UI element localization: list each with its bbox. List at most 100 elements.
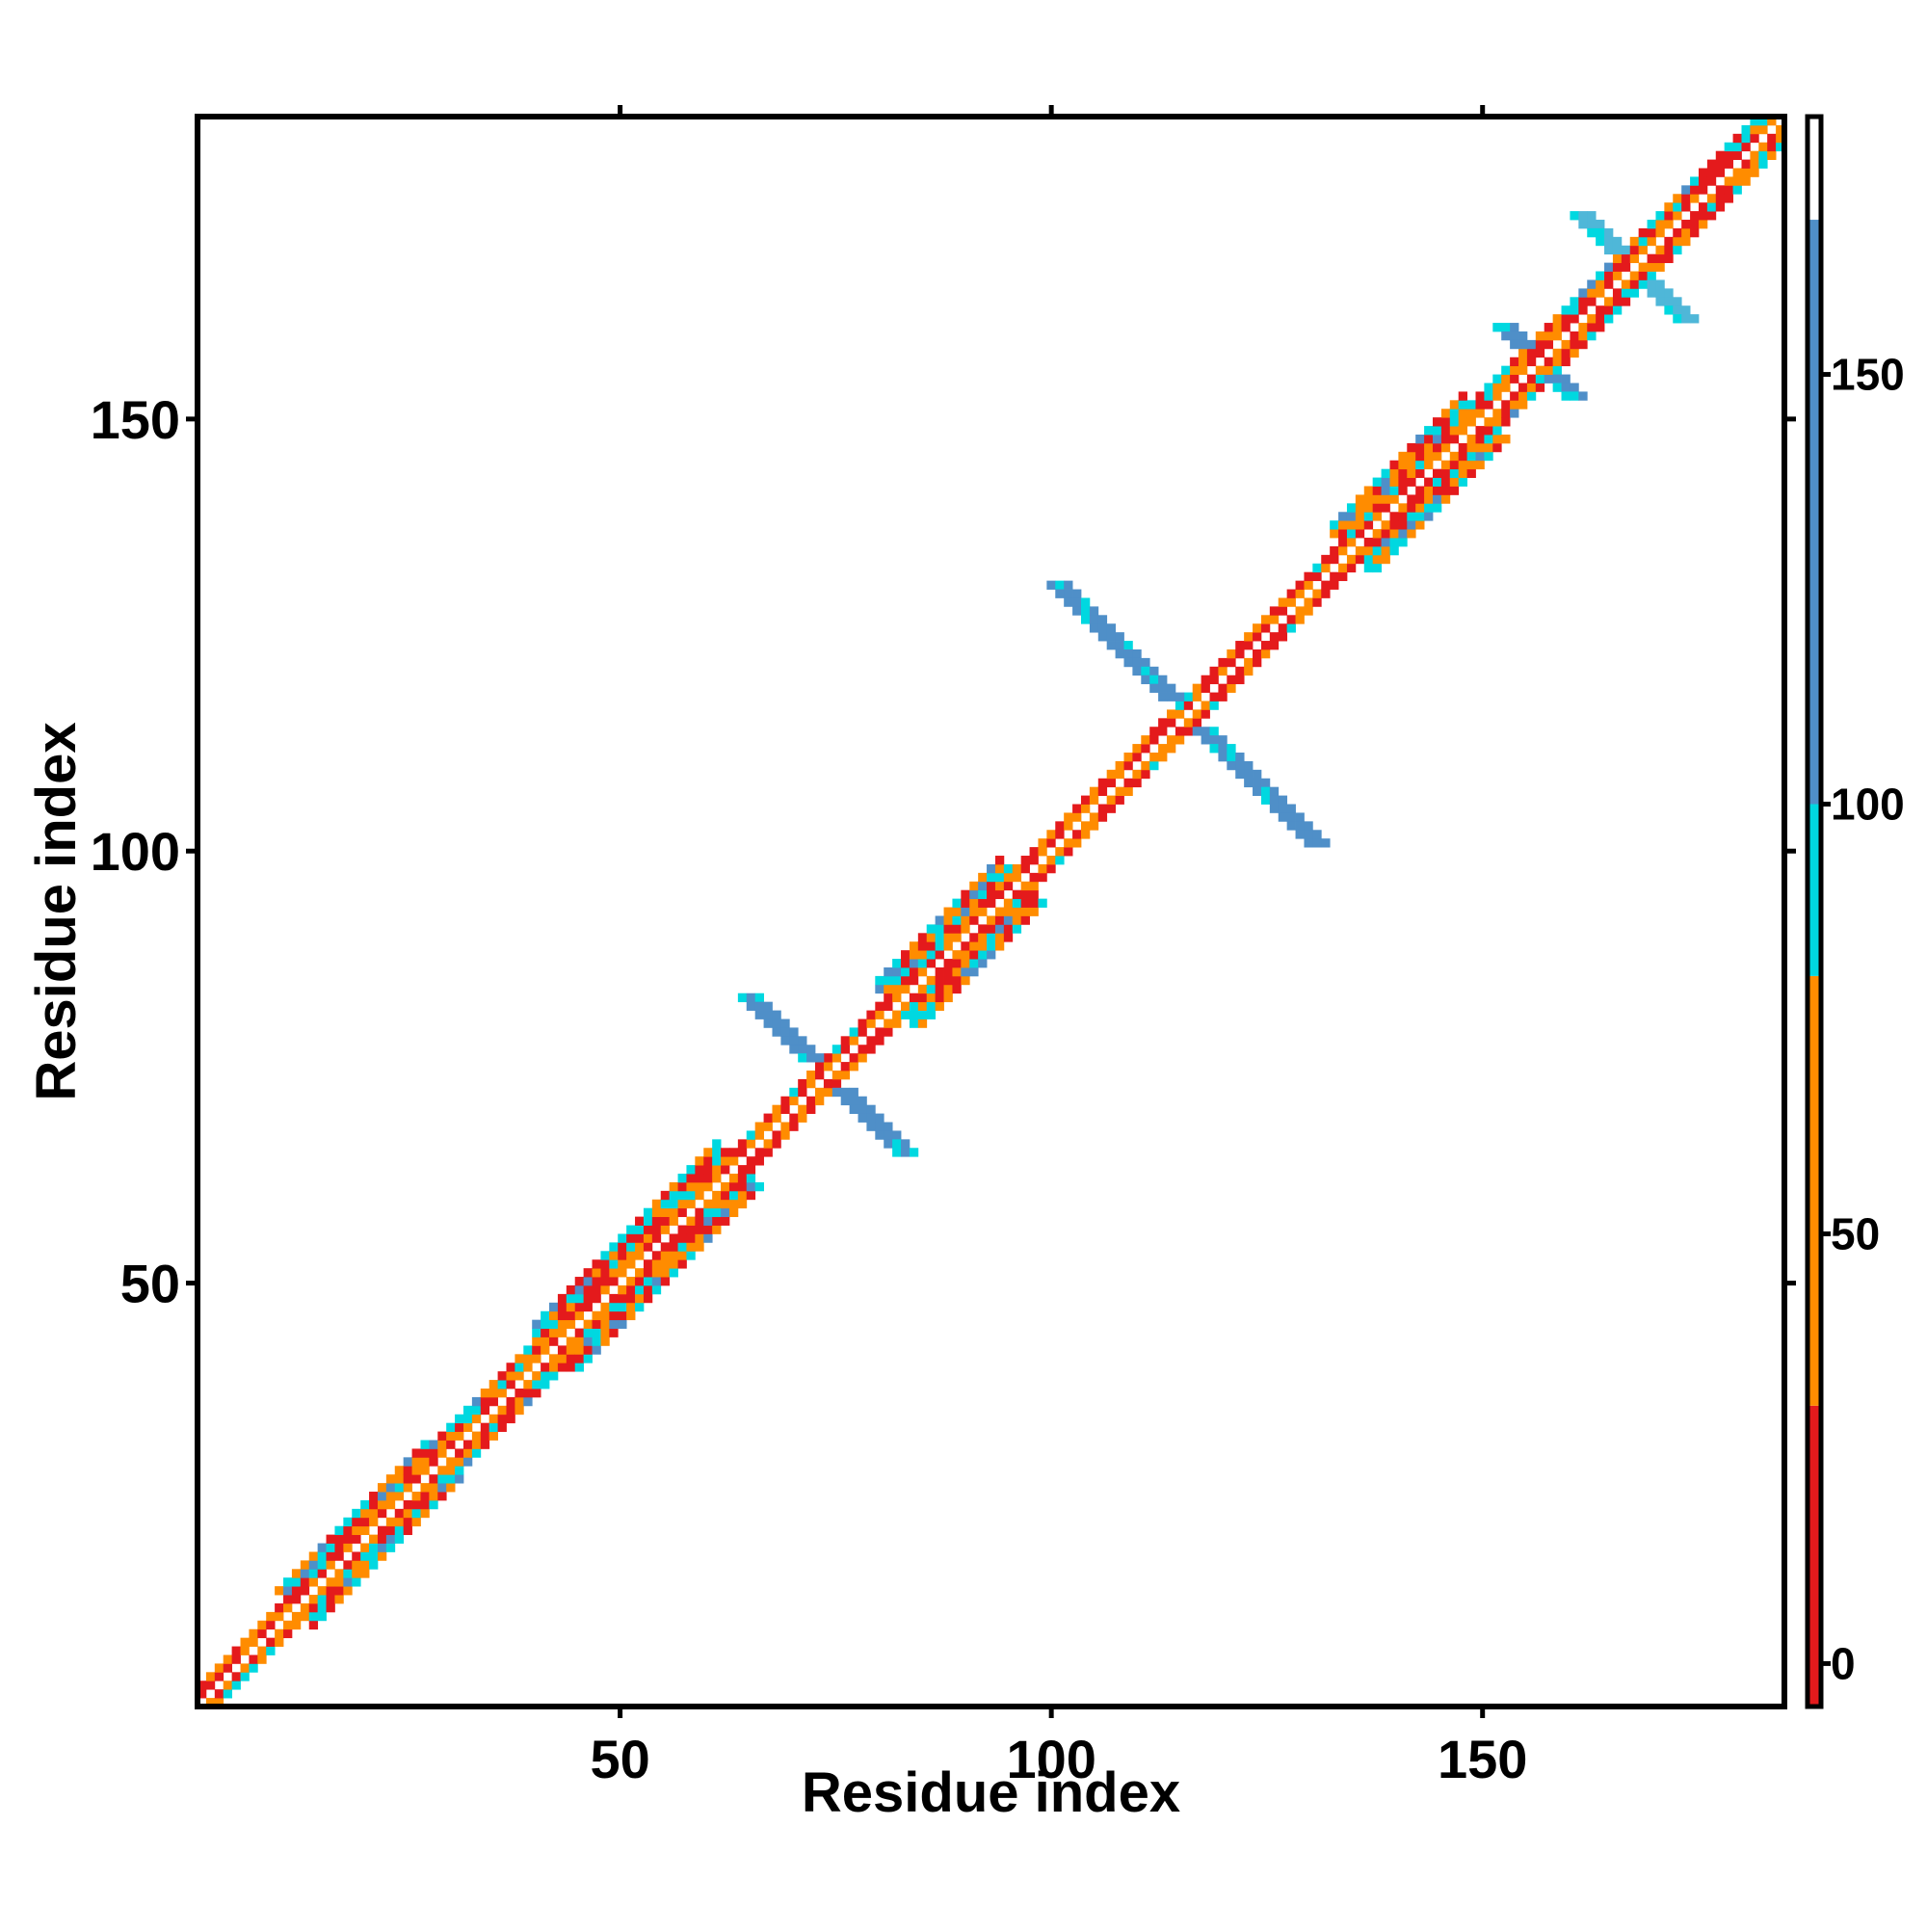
heatmap-cell [1097,804,1108,813]
heatmap-cell [592,1345,601,1355]
heatmap-cell [1570,331,1579,341]
heatmap-cell [506,1414,515,1424]
heatmap-cell [523,1389,533,1398]
heatmap-cell [1526,357,1537,367]
heatmap-cell [488,1389,498,1398]
heatmap-cell [1518,348,1528,358]
heatmap-cell [1544,374,1554,384]
heatmap-cell [875,975,884,986]
heatmap-cell [1587,227,1597,238]
heatmap-cell [360,1543,370,1552]
heatmap-cell [1012,863,1022,874]
heatmap-cell [754,1130,764,1140]
heatmap-cell [541,1310,550,1321]
heatmap-cell [1269,615,1280,624]
heatmap-cell [686,1199,696,1209]
heatmap-cell [1038,847,1047,857]
heatmap-cell [352,1569,361,1578]
heatmap-cell [746,992,756,1003]
heatmap-cell [1458,391,1467,401]
heatmap-cell [1132,753,1142,762]
heatmap-cell [1750,133,1759,144]
heatmap-cell [858,1113,867,1123]
heatmap-cell [1510,409,1519,418]
heatmap-cell [1312,571,1322,582]
y-axis-ticks: 50 100 150 [91,389,1796,1314]
heatmap-cell [1424,477,1434,487]
heatmap-cell [978,907,988,916]
heatmap-cell [334,1577,344,1587]
heatmap-cell [935,924,944,934]
heatmap-cell [746,1130,756,1140]
heatmap-cell [892,966,902,977]
heatmap-cell [969,881,979,891]
heatmap-cell [626,1277,636,1286]
heatmap-cell [566,1363,576,1372]
heatmap-cell [978,898,988,908]
heatmap-cell [369,1508,379,1519]
heatmap-cell [1492,383,1502,392]
heatmap-cell [1475,460,1485,470]
heatmap-cell [1776,124,1785,135]
heatmap-cell [1466,468,1476,478]
heatmap-cell [1535,383,1545,392]
heatmap-cell [763,1010,773,1019]
heatmap-cell [1330,554,1339,565]
heatmap-cell [300,1611,310,1622]
heatmap-cell [574,1328,585,1337]
heatmap-cell [497,1405,507,1416]
heatmap-cell [1253,657,1262,668]
heatmap-cells [198,117,1785,1707]
heatmap-cell [926,1001,937,1011]
heatmap-cell [1269,795,1280,805]
heatmap-cell [651,1233,662,1243]
heatmap-cell [814,1071,825,1080]
heatmap-cell [275,1586,284,1596]
heatmap-cell [291,1569,302,1578]
heatmap-cell [901,975,911,986]
heatmap-cell [1458,451,1467,462]
heatmap-cell [1106,641,1116,650]
heatmap-cell [1218,735,1227,745]
heatmap-cell [574,1363,585,1372]
heatmap-cell [651,1277,662,1286]
heatmap-cell [1690,185,1700,195]
heatmap-cell [343,1560,353,1570]
heatmap-cell [1055,821,1065,831]
heatmap-cell [1201,735,1210,745]
heatmap-cell [523,1345,533,1355]
heatmap-cell [618,1319,627,1329]
heatmap-cell [1698,202,1708,212]
heatmap-cell [660,1242,671,1252]
heatmap-cell [326,1586,335,1596]
heatmap-cell [411,1517,421,1527]
heatmap-cell [523,1380,533,1389]
heatmap-cell [532,1345,541,1355]
heatmap-cell [917,1010,928,1019]
heatmap-cell [1381,468,1390,478]
heatmap-cell [394,1525,405,1536]
heatmap-cell [686,1165,696,1175]
heatmap-cell [943,975,953,986]
heatmap-cell [635,1293,645,1304]
heatmap-cell [334,1551,344,1561]
heatmap-cell [326,1595,335,1604]
heatmap-cell [1724,194,1733,203]
heatmap-cell [1535,365,1545,375]
heatmap-cell [703,1225,713,1234]
colorbar: 0 50 100 150 [1805,114,1905,1709]
heatmap-cell [300,1569,310,1578]
heatmap-cell [1381,554,1390,565]
heatmap-cell [969,915,979,925]
heatmap-cell [334,1586,344,1596]
heatmap-cell [403,1499,412,1510]
heatmap-cell [875,1010,884,1019]
heatmap-cell [1132,648,1142,659]
heatmap-cell [437,1448,447,1458]
heatmap-cell [1209,692,1219,701]
heatmap-cell [317,1543,327,1552]
heatmap-cell [574,1310,585,1321]
heatmap-cell [660,1190,671,1201]
heatmap-cell [1655,297,1665,306]
heatmap-cell [1664,245,1674,255]
